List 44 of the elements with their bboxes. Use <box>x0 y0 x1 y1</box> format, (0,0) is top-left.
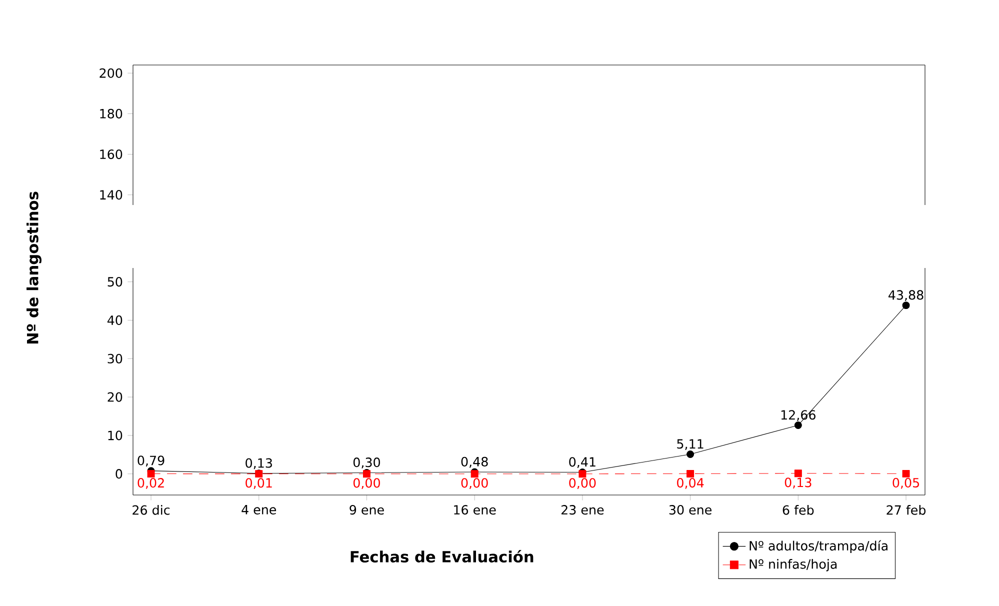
x-tick-label: 26 dic <box>132 505 170 515</box>
data-label: 5,11 <box>677 439 704 450</box>
point <box>686 450 694 458</box>
point <box>794 470 802 478</box>
x-tick-label: 9 ene <box>350 505 384 515</box>
point <box>902 302 910 310</box>
y-tick-label: 50 <box>108 277 122 287</box>
x-tick-label: 4 ene <box>242 505 276 514</box>
y-tick-label: 160 <box>100 149 122 160</box>
data-label: 0,79 <box>138 456 164 467</box>
x-tick-label: 27 feb <box>886 505 926 515</box>
data-label: 0,00 <box>569 478 596 489</box>
y-tick-label: 0 <box>116 469 122 479</box>
data-label: 0,13 <box>784 478 812 488</box>
data-label: 0,04 <box>677 478 704 489</box>
legend-label: Nº adultos/trampa/día <box>750 540 888 554</box>
data-label: 0,05 <box>892 478 920 489</box>
y-tick-label: 30 <box>108 354 122 364</box>
point <box>794 422 802 429</box>
y-tick-label: 140 <box>100 190 122 200</box>
point <box>147 470 155 478</box>
x-tick-label: 23 ene <box>561 505 604 515</box>
y-tick-label: 40 <box>107 315 122 326</box>
data-label: 0,00 <box>353 478 380 489</box>
data-label: 0,30 <box>353 458 380 468</box>
y-tick-label: 200 <box>100 68 122 78</box>
point <box>902 470 910 478</box>
data-label: 0,48 <box>461 456 488 468</box>
data-label: 0,41 <box>569 457 596 468</box>
data-label: 0,13 <box>246 458 272 470</box>
y-tick-label: 180 <box>100 108 122 118</box>
x-tick-label: 6 feb <box>782 505 814 515</box>
x-tick-label: 16 ene <box>454 505 496 515</box>
data-label: 0,00 <box>461 478 488 489</box>
legend-label: Nº ninfas/hoja <box>750 559 837 572</box>
x-axis-title: Fechas de Evaluación <box>350 550 534 563</box>
y-axis-title: Nº de langostinos <box>26 192 42 344</box>
data-label: 43,88 <box>888 290 924 302</box>
point <box>686 470 694 478</box>
data-label: 0,01 <box>246 478 272 489</box>
y-tick-label: 20 <box>108 392 122 402</box>
y-tick-label: 10 <box>108 430 122 440</box>
data-label: 0,02 <box>138 478 164 489</box>
x-tick-label: 30 ene <box>669 505 712 515</box>
